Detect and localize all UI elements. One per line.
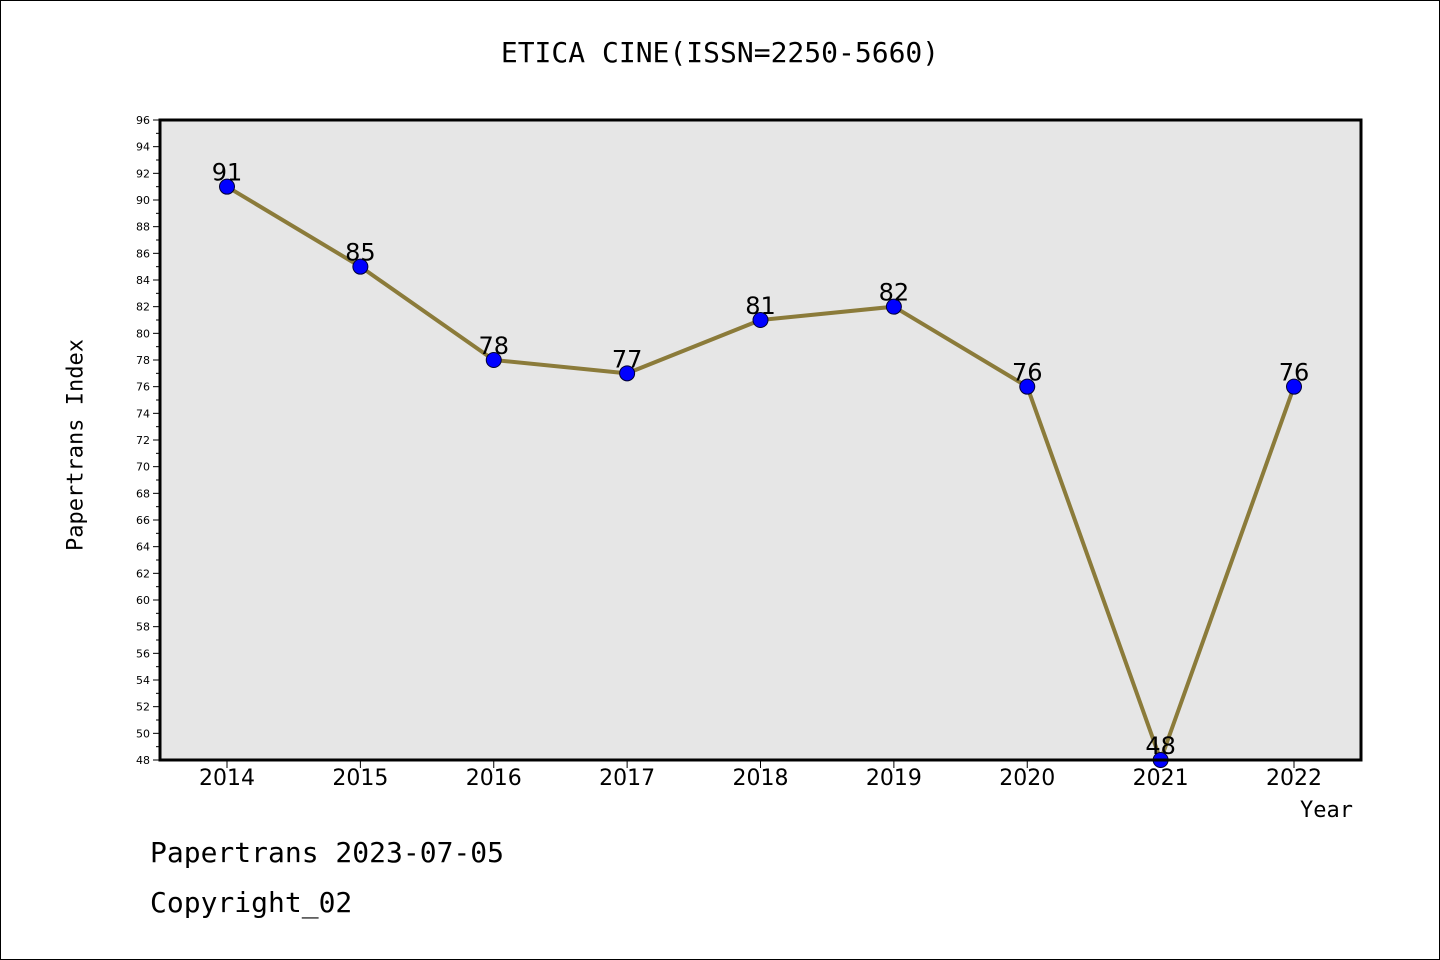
data-label: 76 (1279, 359, 1310, 387)
y-tick-label: 92 (136, 167, 150, 180)
y-tick-label: 72 (136, 434, 150, 447)
y-tick-label: 78 (136, 354, 150, 367)
x-tick-label: 2021 (1133, 766, 1189, 791)
x-tick-label: 2020 (999, 766, 1055, 791)
data-point (885, 298, 902, 315)
x-tick-label: 2018 (733, 766, 789, 791)
y-tick-label: 76 (136, 381, 150, 394)
x-tick-label: 2022 (1266, 766, 1322, 791)
y-tick-label: 62 (136, 567, 150, 580)
plot-border (158, 118, 1363, 762)
data-labels: 91 85 78 77 81 82 76 48 76 (212, 159, 1310, 760)
y-tick-label: 52 (136, 701, 150, 714)
data-point (1286, 378, 1302, 395)
footer-date: Papertrans 2023-07-05 (150, 836, 505, 869)
data-label: 78 (478, 332, 509, 360)
data-point (352, 258, 369, 275)
data-point (1019, 378, 1036, 395)
y-tick-label: 90 (136, 194, 150, 207)
data-point (219, 178, 235, 195)
y-tick-label: 84 (136, 274, 150, 287)
y-tick-label: 56 (136, 647, 150, 660)
y-tick-label: 86 (136, 247, 150, 260)
y-tick-label: 58 (136, 621, 150, 634)
data-markers (219, 178, 1302, 768)
plot-area (160, 120, 1361, 760)
y-axis-ticks: 48 50 52 54 56 58 60 62 64 66 68 70 72 74 76 78 80 82 84 86… (136, 114, 160, 767)
data-label: 77 (612, 345, 643, 373)
data-point (752, 312, 769, 328)
y-tick-label: 54 (136, 674, 150, 687)
x-tick-label: 2016 (466, 766, 522, 791)
y-tick-label: 60 (136, 594, 150, 607)
data-label: 81 (745, 292, 776, 320)
data-label: 91 (212, 159, 243, 187)
y-tick-label: 64 (136, 541, 150, 554)
y-tick-label: 68 (136, 487, 150, 500)
y-tick-label: 50 (136, 727, 150, 740)
y-tick-label: 80 (136, 327, 150, 340)
data-label: 82 (879, 279, 910, 307)
footer-copyright: Copyright_02 (150, 886, 353, 919)
data-point (619, 365, 636, 382)
data-label: 76 (1012, 359, 1043, 387)
y-tick-label: 94 (136, 141, 150, 154)
x-tick-label: 2014 (199, 766, 255, 791)
y-tick-label: 88 (136, 221, 150, 234)
x-tick-label: 2015 (332, 766, 388, 791)
x-tick-label: 2017 (599, 766, 655, 791)
y-tick-label: 74 (136, 407, 150, 420)
chart-title: ETICA CINE(ISSN=2250-5660) (500, 36, 940, 69)
y-tick-label: 70 (136, 461, 150, 474)
y-tick-label: 96 (136, 114, 150, 127)
y-tick-label: 48 (136, 754, 150, 767)
data-label: 85 (345, 239, 376, 267)
y-tick-label: 82 (136, 301, 150, 314)
data-point (485, 352, 502, 368)
x-axis-ticks: 2014 2015 2016 2017 2018 2019 2020 2021 2022 (199, 760, 1322, 791)
x-axis-label: Year (1300, 798, 1353, 823)
data-label: 48 (1145, 732, 1176, 760)
x-tick-label: 2019 (866, 766, 922, 791)
y-tick-label: 66 (136, 514, 150, 527)
